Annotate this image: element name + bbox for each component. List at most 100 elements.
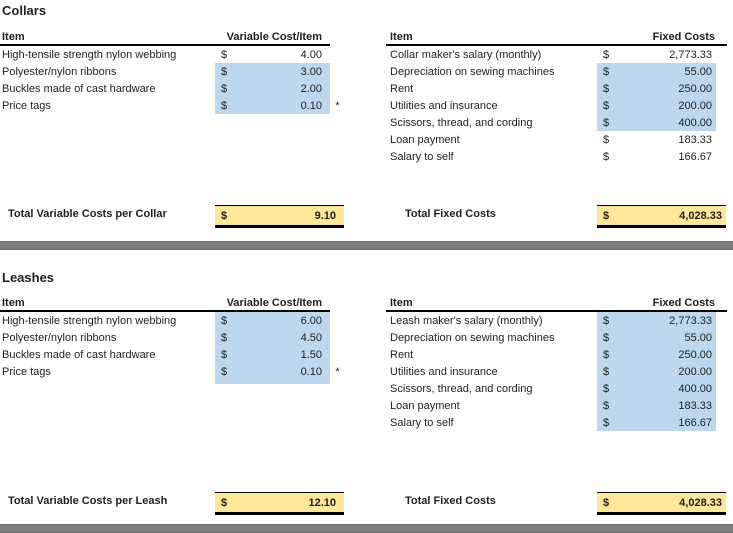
column-header-item[interactable]: Item	[2, 30, 25, 43]
item-cell[interactable]: Scissors, thread, and cording	[390, 382, 533, 395]
item-cell[interactable]: Polyester/nylon ribbons	[2, 65, 117, 78]
total-fixed-label[interactable]: Total Fixed Costs	[405, 208, 496, 220]
value-cell[interactable]: $ 6.00	[215, 312, 330, 329]
table-row: Buckles made of cast hardware $ 2.00	[0, 80, 345, 97]
total-variable-cell[interactable]: $ 9.10	[215, 205, 344, 228]
item-cell[interactable]: Rent	[390, 82, 414, 95]
currency-symbol: $	[603, 99, 610, 112]
column-header-cost[interactable]: Variable Cost/Item	[226, 296, 322, 309]
item-cell[interactable]: Utilities and insurance	[390, 365, 498, 378]
currency-symbol: $	[603, 82, 610, 95]
total-value: 4,028.33	[679, 209, 722, 222]
currency-symbol: $	[603, 348, 610, 361]
cell-value: 0.10	[300, 99, 322, 112]
value-cell[interactable]: $ 2.00	[215, 80, 330, 97]
cell-value: 250.00	[678, 82, 712, 95]
table-row: Loan payment $ 183.33	[386, 131, 727, 148]
currency-symbol: $	[221, 65, 228, 78]
table-row: High-tensile strength nylon webbing $ 6.…	[0, 312, 345, 329]
table-row: Collar maker's salary (monthly) $ 2,773.…	[386, 46, 727, 63]
table-row: Buckles made of cast hardware $ 1.50	[0, 346, 345, 363]
total-variable-label[interactable]: Total Variable Costs per Collar	[8, 208, 167, 220]
value-cell[interactable]: $ 2,773.33	[597, 312, 716, 329]
cell-value: 400.00	[678, 116, 712, 129]
column-header-cost[interactable]: Fixed Costs	[652, 296, 715, 309]
item-cell[interactable]: Collar maker's salary (monthly)	[390, 48, 542, 61]
item-cell[interactable]: Polyester/nylon ribbons	[2, 331, 117, 344]
item-cell[interactable]: Depreciation on sewing machines	[390, 65, 555, 78]
item-cell[interactable]: Salary to self	[390, 416, 454, 429]
value-cell[interactable]: $ 3.00	[215, 63, 330, 80]
table-header-row: Item Fixed Costs	[386, 295, 727, 312]
currency-symbol: $	[603, 133, 610, 146]
total-variable-cell[interactable]: $ 12.10	[215, 492, 344, 515]
currency-symbol: $	[603, 382, 610, 395]
cell-value: 183.33	[678, 399, 712, 412]
value-cell[interactable]: $ 183.33	[597, 131, 716, 148]
value-cell[interactable]: $ 400.00	[597, 114, 716, 131]
table-header-row: Item Fixed Costs	[386, 29, 727, 46]
value-cell[interactable]: $ 1.50	[215, 346, 330, 363]
column-header-item[interactable]: Item	[390, 296, 413, 309]
item-cell[interactable]: Rent	[390, 348, 414, 361]
table-row: Depreciation on sewing machines $ 55.00	[386, 329, 727, 346]
table-row: Rent $ 250.00	[386, 346, 727, 363]
total-fixed-cell[interactable]: $ 4,028.33	[597, 492, 726, 515]
item-cell[interactable]: Scissors, thread, and cording	[390, 116, 533, 129]
value-cell[interactable]: $ 200.00	[597, 363, 716, 380]
table-row: Utilities and insurance $ 200.00	[386, 363, 727, 380]
item-cell[interactable]: Loan payment	[390, 399, 460, 412]
table-row: Loan payment $ 183.33	[386, 397, 727, 414]
value-cell[interactable]: $ 166.67	[597, 414, 716, 431]
item-cell[interactable]: Leash maker's salary (monthly)	[390, 314, 543, 327]
item-cell[interactable]: Price tags	[2, 99, 51, 112]
item-cell[interactable]: High-tensile strength nylon webbing	[2, 48, 177, 61]
column-header-item[interactable]: Item	[390, 30, 413, 43]
value-cell[interactable]: $ 166.67	[597, 148, 716, 165]
value-cell[interactable]: $ 400.00	[597, 380, 716, 397]
section-title-leashes[interactable]: Leashes	[2, 270, 55, 285]
footnote-asterisk: *	[335, 365, 340, 378]
value-cell[interactable]: $ 250.00	[597, 346, 716, 363]
value-cell[interactable]: $ 2,773.33	[597, 46, 716, 63]
value-cell[interactable]: $ 0.10	[215, 97, 330, 114]
currency-symbol: $	[221, 209, 228, 222]
value-cell[interactable]: $ 4.50	[215, 329, 330, 346]
item-cell[interactable]: Buckles made of cast hardware	[2, 82, 156, 95]
value-cell[interactable]: $ 55.00	[597, 329, 716, 346]
table-header-row: Item Variable Cost/Item	[0, 295, 330, 312]
value-cell[interactable]: $ 55.00	[597, 63, 716, 80]
total-fixed-cell[interactable]: $ 4,028.33	[597, 205, 726, 228]
column-header-item[interactable]: Item	[2, 296, 25, 309]
item-cell[interactable]: Price tags	[2, 365, 51, 378]
item-cell[interactable]: Buckles made of cast hardware	[2, 348, 156, 361]
column-header-cost[interactable]: Variable Cost/Item	[226, 30, 322, 43]
cell-value: 400.00	[678, 382, 712, 395]
value-cell[interactable]: $ 250.00	[597, 80, 716, 97]
table-row: Scissors, thread, and cording $ 400.00	[386, 114, 727, 131]
table-row: Price tags $ 0.10 *	[0, 363, 345, 380]
column-header-cost[interactable]: Fixed Costs	[652, 30, 715, 43]
section-title-collars[interactable]: Collars	[2, 3, 47, 18]
item-cell[interactable]: Depreciation on sewing machines	[390, 331, 555, 344]
item-cell[interactable]: Utilities and insurance	[390, 99, 498, 112]
total-value: 4,028.33	[679, 496, 722, 509]
value-cell[interactable]: $ 183.33	[597, 397, 716, 414]
currency-symbol: $	[603, 365, 610, 378]
currency-symbol: $	[603, 496, 610, 509]
item-cell[interactable]: High-tensile strength nylon webbing	[2, 314, 177, 327]
table-row: Polyester/nylon ribbons $ 3.00	[0, 63, 345, 80]
total-fixed-label[interactable]: Total Fixed Costs	[405, 495, 496, 507]
table-row: Scissors, thread, and cording $ 400.00	[386, 380, 727, 397]
value-cell[interactable]: $ 200.00	[597, 97, 716, 114]
cell-value: 2,773.33	[669, 314, 712, 327]
item-cell[interactable]: Loan payment	[390, 133, 460, 146]
value-cell[interactable]: $ 0.10	[215, 363, 330, 380]
total-variable-label[interactable]: Total Variable Costs per Leash	[8, 495, 168, 507]
collars-variable-table: Item Variable Cost/Item High-tensile str…	[0, 29, 345, 114]
value-cell[interactable]: $ 4.00	[215, 46, 330, 63]
cell-value: 4.00	[300, 48, 322, 61]
cell-value: 1.50	[300, 348, 322, 361]
item-cell[interactable]: Salary to self	[390, 150, 454, 163]
